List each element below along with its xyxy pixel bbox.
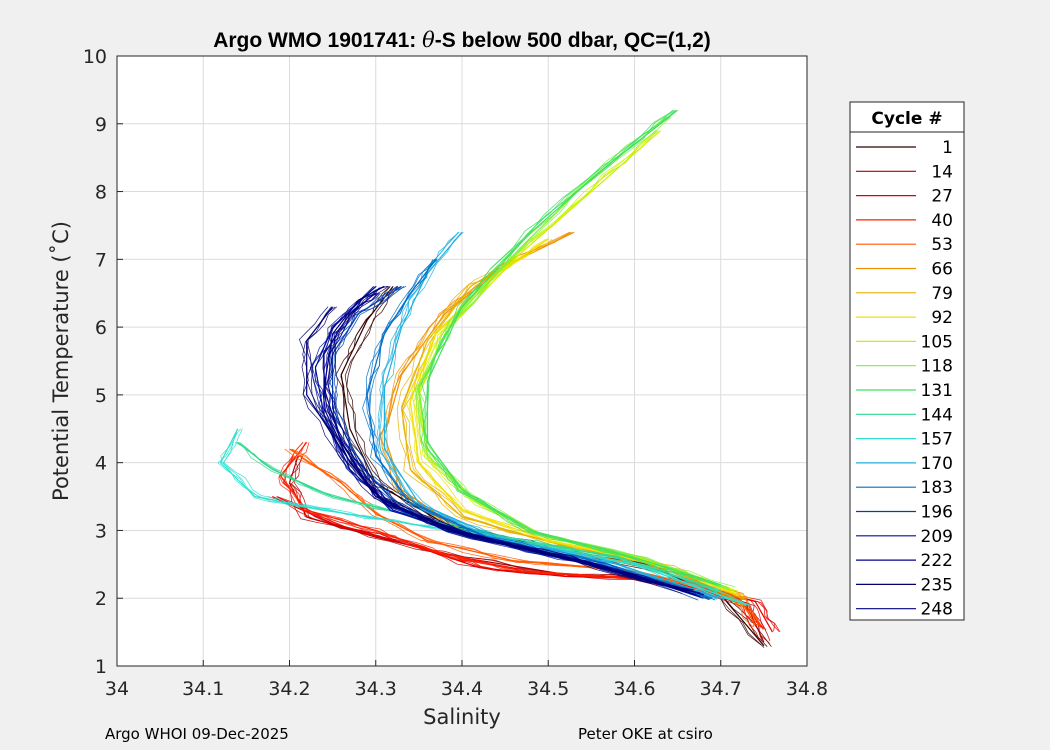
y-tick-label: 6 <box>95 317 107 339</box>
legend-item: 79 <box>856 284 953 304</box>
legend-label: 92 <box>931 308 953 328</box>
legend-item: 118 <box>856 357 953 377</box>
legend-item: 183 <box>856 478 953 498</box>
legend-label: 157 <box>921 430 953 450</box>
legend-item: 248 <box>856 600 953 620</box>
legend-label: 144 <box>921 405 953 425</box>
y-axis-label: Potential Temperature (˚C) <box>49 221 73 501</box>
legend-item: 53 <box>856 235 953 255</box>
legend-item: 222 <box>856 551 953 571</box>
y-tick-label: 4 <box>95 453 107 475</box>
legend-label: 209 <box>921 527 953 547</box>
legend-label: 1 <box>942 138 953 158</box>
legend-title: Cycle # <box>871 109 942 129</box>
chart-title: Argo WMO 1901741: θ-S below 500 dbar, QC… <box>213 28 711 52</box>
legend-label: 53 <box>931 235 953 255</box>
axis-ticks: 34 34.1 34.2 34.3 34.4 34.5 34.6 34.7 34.8123456… <box>83 46 828 700</box>
series-trace <box>365 259 711 599</box>
legend-label: 14 <box>931 162 953 182</box>
legend-item: 92 <box>856 308 953 328</box>
legend-item: 105 <box>856 332 953 352</box>
legend-label: 248 <box>921 600 953 620</box>
chart-title-prefix: Argo WMO 1901741: <box>213 29 422 52</box>
x-tick-label: 34.8 <box>786 678 828 700</box>
legend-item: 196 <box>856 503 953 523</box>
series-157 <box>217 428 753 607</box>
chart-title-theta: θ <box>422 28 435 52</box>
legend-item: 14 <box>856 162 953 182</box>
legend-item: 170 <box>856 454 953 474</box>
legend-item: 27 <box>856 187 953 207</box>
x-tick-label: 34.2 <box>268 678 310 700</box>
legend-item: 144 <box>856 405 953 425</box>
y-tick-label: 3 <box>95 520 107 542</box>
legend-label: 235 <box>921 575 953 595</box>
x-tick-label: 34.5 <box>527 678 569 700</box>
series-131 <box>420 109 722 588</box>
chart-title-suffix: -S below 500 dbar, QC=(1,2) <box>435 29 711 52</box>
y-tick-label: 9 <box>95 114 107 136</box>
series-trace <box>291 448 760 626</box>
y-tick-label: 8 <box>95 182 107 204</box>
x-tick-label: 34.7 <box>700 678 742 700</box>
legend-label: 118 <box>921 357 953 377</box>
legend-label: 131 <box>921 381 953 401</box>
legend-item: 209 <box>856 527 953 547</box>
y-tick-label: 7 <box>95 249 107 271</box>
legend-label: 79 <box>931 284 953 304</box>
footer-left: Argo WHOI 09-Dec-2025 <box>105 725 289 743</box>
x-tick-label: 34 <box>105 678 129 700</box>
series-trace <box>417 116 735 588</box>
legend: Cycle # 1 14 27 40 53 66 79 92 105 118 131 144 157 17… <box>849 101 965 621</box>
legend-label: 196 <box>921 503 953 523</box>
legend-label: 105 <box>921 332 953 352</box>
legend-label: 170 <box>921 454 953 474</box>
y-tick-label: 5 <box>95 385 107 407</box>
y-tick-label: 1 <box>95 656 107 678</box>
legend-label: 40 <box>931 211 953 231</box>
x-axis-label: Salinity <box>423 705 501 729</box>
legend-item: 40 <box>856 211 953 231</box>
series-trace <box>382 231 725 600</box>
series-trace <box>422 109 718 585</box>
series-248 <box>323 285 694 592</box>
y-tick-label: 10 <box>83 46 107 68</box>
legend-item: 157 <box>856 430 953 450</box>
series-trace <box>324 286 694 591</box>
legend-item: 1 <box>856 138 953 158</box>
legend-box <box>849 101 965 621</box>
series-trace <box>368 259 716 601</box>
series-trace <box>223 428 750 606</box>
x-tick-label: 34.1 <box>182 678 224 700</box>
series-trace <box>420 109 716 584</box>
series-trace <box>309 286 705 595</box>
legend-label: 27 <box>931 187 953 207</box>
legend-label: 66 <box>931 260 953 280</box>
legend-label: 222 <box>921 551 953 571</box>
x-tick-label: 34.4 <box>441 678 483 700</box>
legend-item: 131 <box>856 381 953 401</box>
legend-label: 183 <box>921 478 953 498</box>
plot-series <box>217 109 781 648</box>
legend-items: 1 14 27 40 53 66 79 92 105 118 131 144 157 170 183 196 2… <box>856 138 953 620</box>
series-trace <box>327 286 690 591</box>
footer-right: Peter OKE at csiro <box>578 725 713 743</box>
x-tick-label: 34.6 <box>613 678 655 700</box>
legend-item: 66 <box>856 260 953 280</box>
series-trace <box>217 428 750 606</box>
y-tick-label: 2 <box>95 588 107 610</box>
legend-item: 235 <box>856 575 953 595</box>
x-tick-label: 34.3 <box>355 678 397 700</box>
series-trace <box>290 448 755 628</box>
